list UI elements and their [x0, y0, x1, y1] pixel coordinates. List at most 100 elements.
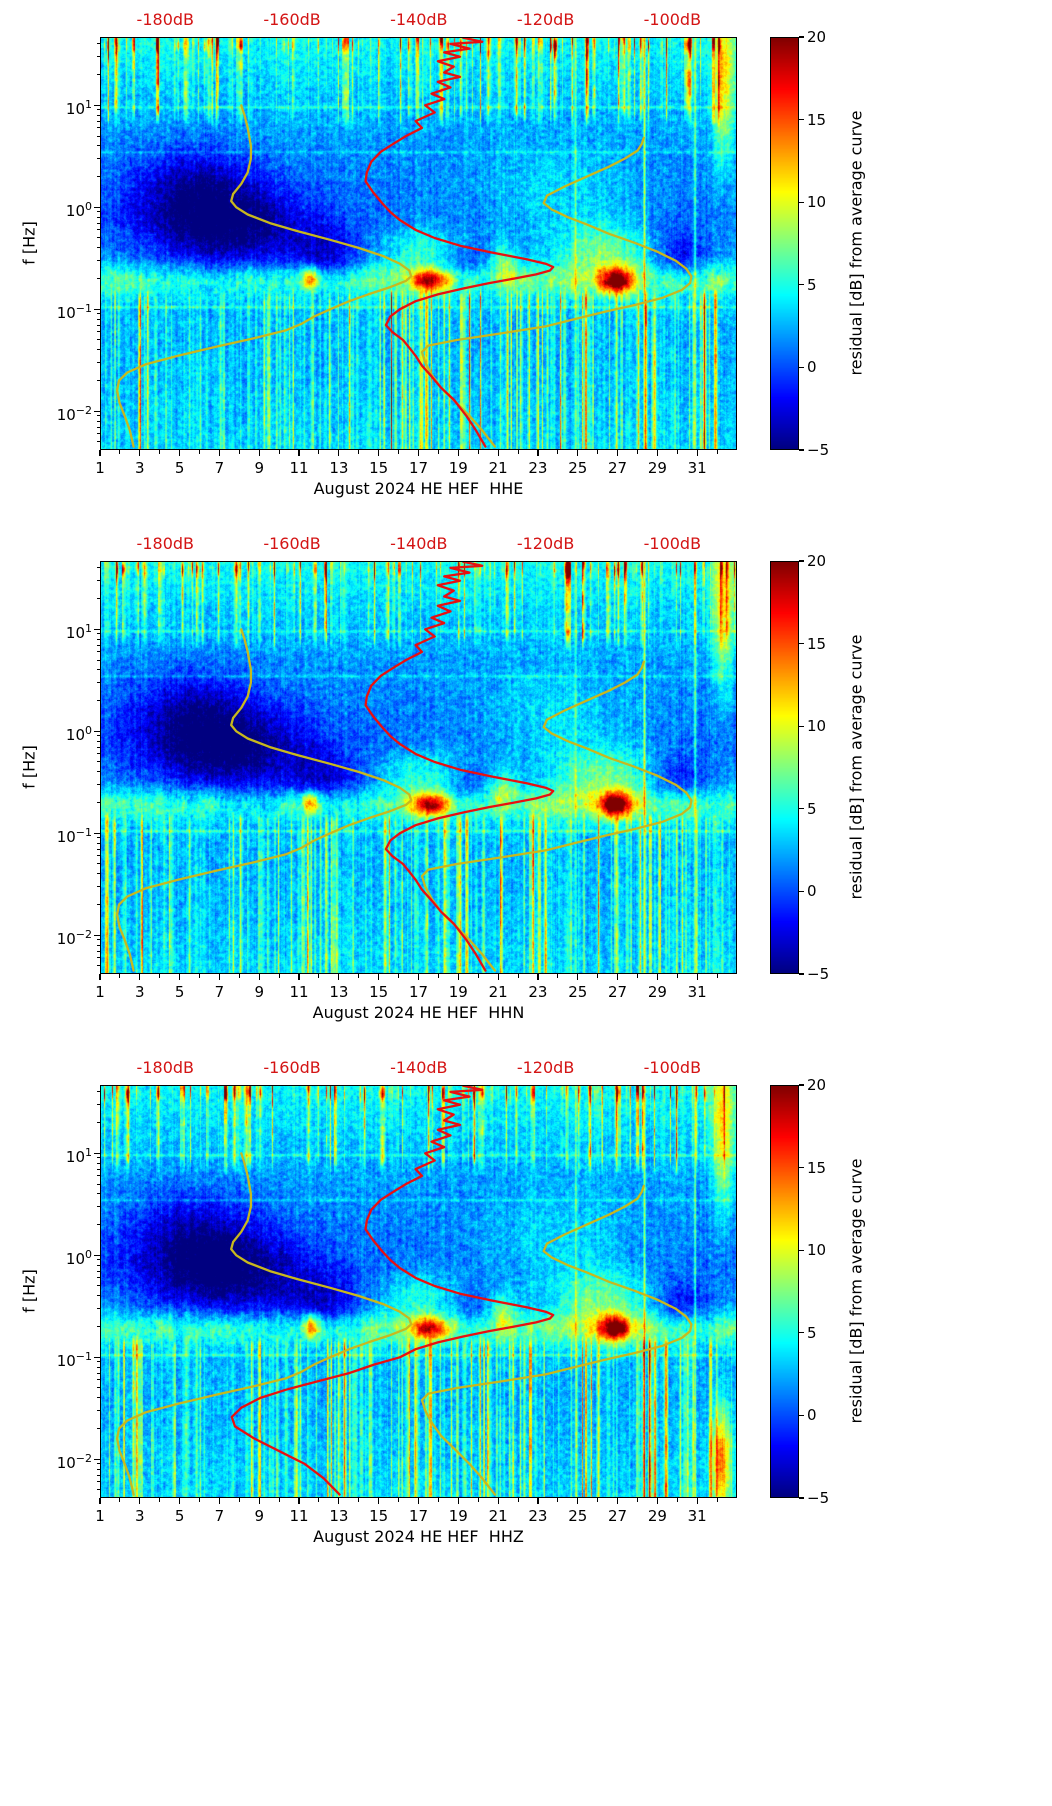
x-minor-tick	[557, 450, 559, 454]
y-minor-tick	[96, 735, 100, 737]
colorbar-tick-label: 20	[807, 552, 827, 570]
colorbar-tick	[799, 725, 804, 727]
x-minor-tick	[437, 450, 439, 454]
x-tick	[338, 974, 340, 980]
y-minor-tick	[96, 114, 100, 116]
top-db-label: -120dB	[516, 1058, 575, 1077]
x-tick-label: 31	[687, 983, 707, 1001]
x-tick	[139, 450, 141, 456]
x-tick	[457, 450, 459, 456]
y-tick	[94, 1458, 100, 1460]
x-minor-tick	[318, 974, 320, 978]
x-tick	[378, 450, 380, 456]
x-minor-tick	[159, 450, 161, 454]
colorbar-gradient	[770, 561, 799, 974]
y-minor-tick	[96, 313, 100, 315]
plot-area	[100, 1085, 737, 1498]
x-tick	[378, 974, 380, 980]
y-minor-tick	[96, 863, 100, 865]
y-minor-tick	[96, 1183, 100, 1185]
x-minor-tick	[477, 1498, 479, 1502]
x-minor-tick	[358, 450, 360, 454]
top-db-label: -100dB	[643, 534, 702, 553]
colorbar	[770, 1085, 799, 1498]
y-minor-tick	[96, 120, 100, 122]
x-tick-label: 15	[369, 1507, 389, 1525]
x-tick-label: 21	[488, 459, 508, 477]
spectrogram-panel-hhe: f [Hz] August 2024 HE HEF HHE residual […	[0, 0, 1052, 524]
x-tick	[179, 450, 181, 456]
y-axis-label: f [Hz]	[19, 745, 39, 789]
x-tick-label: 21	[488, 1507, 508, 1525]
x-tick-label: 29	[647, 983, 667, 1001]
x-tick-label: 13	[329, 1507, 349, 1525]
y-tick	[94, 410, 100, 412]
y-tick	[94, 1152, 100, 1154]
x-tick	[696, 450, 698, 456]
y-minor-tick	[96, 1259, 100, 1261]
spectrogram-panel-hhn: f [Hz] August 2024 HE HEF HHN residual […	[0, 524, 1052, 1048]
colorbar-tick	[799, 284, 804, 286]
x-minor-tick	[676, 974, 678, 978]
x-tick-label: 7	[214, 1507, 225, 1525]
x-axis-label: August 2024 HE HEF HHN	[312, 1003, 525, 1022]
x-minor-tick	[716, 1498, 718, 1502]
average-spectrum-curve	[364, 37, 555, 448]
x-tick	[338, 450, 340, 456]
y-minor-tick	[96, 109, 100, 111]
y-tick	[94, 1356, 100, 1358]
top-db-label: -100dB	[643, 1058, 702, 1077]
y-minor-tick	[96, 598, 100, 600]
y-minor-tick	[96, 56, 100, 58]
x-tick-label: 15	[369, 459, 389, 477]
x-tick-label: 25	[568, 983, 588, 1001]
x-tick-label: 3	[135, 983, 145, 1001]
overlay-curves	[115, 561, 693, 972]
x-minor-tick	[437, 974, 439, 978]
x-minor-tick	[159, 1498, 161, 1502]
y-minor-tick	[96, 886, 100, 888]
y-axis-label: f [Hz]	[19, 1269, 39, 1313]
y-minor-tick	[96, 433, 100, 435]
y-tick	[94, 730, 100, 732]
x-tick	[99, 1498, 101, 1504]
colorbar-label: residual [dB] from average curve	[846, 634, 866, 900]
high-noise-model-curve	[420, 136, 693, 448]
low-noise-model-curve	[115, 628, 413, 972]
y-minor-tick	[96, 426, 100, 428]
x-tick	[417, 974, 420, 980]
x-minor-tick	[119, 1498, 121, 1502]
x-axis-label: August 2024 HE HEF HHE	[313, 479, 524, 498]
y-tick	[94, 1254, 100, 1256]
colorbar-tick-label: 0	[807, 1406, 817, 1425]
colorbar-tick	[799, 36, 804, 38]
x-minor-tick	[278, 450, 280, 454]
x-tick-label: 19	[448, 1507, 468, 1525]
y-minor-tick	[96, 1361, 100, 1363]
x-tick-label: 27	[608, 459, 628, 477]
x-tick	[497, 1498, 499, 1504]
colorbar-tick	[799, 973, 804, 975]
x-tick-label: 9	[254, 1507, 265, 1525]
x-tick	[616, 1498, 619, 1504]
x-tick	[258, 974, 260, 980]
top-db-label: -100dB	[643, 10, 702, 29]
y-tick-label: 10−1	[56, 302, 92, 323]
y-minor-tick	[96, 1277, 100, 1279]
y-tick-label: 100	[65, 200, 92, 221]
y-tick	[94, 628, 100, 630]
colorbar-tick-label: 5	[807, 275, 817, 294]
x-tick-label: 13	[329, 459, 349, 477]
y-minor-tick	[96, 944, 100, 946]
y-minor-tick	[96, 855, 100, 857]
x-tick	[258, 450, 260, 456]
colorbar-tick-label: 20	[807, 1076, 827, 1094]
top-db-label: -140dB	[390, 534, 448, 553]
y-tick-label: 10−1	[56, 1350, 92, 1371]
colorbar-label: residual [dB] from average curve	[846, 1158, 866, 1424]
x-minor-tick	[358, 974, 360, 978]
y-minor-tick	[96, 1474, 100, 1476]
x-tick	[537, 450, 539, 456]
top-db-label: -180dB	[136, 10, 195, 29]
y-minor-tick	[96, 784, 100, 786]
